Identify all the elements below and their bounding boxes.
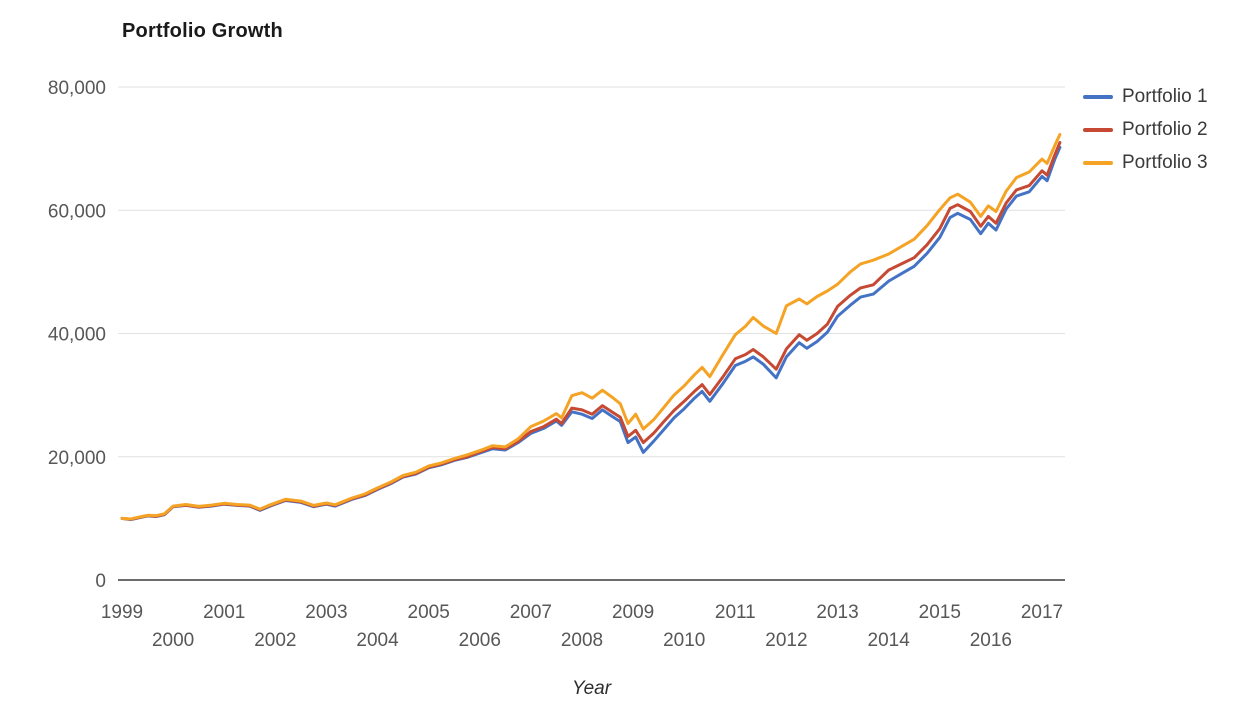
chart-legend: Portfolio 1 Portfolio 2 Portfolio 3 bbox=[1083, 80, 1208, 179]
x-tick-label: 2006 bbox=[459, 630, 501, 651]
legend-line-swatch-portfolio-1 bbox=[1083, 94, 1113, 99]
legend-line-swatch-portfolio-3 bbox=[1083, 160, 1113, 165]
legend-item-portfolio-1[interactable]: Portfolio 1 bbox=[1083, 80, 1208, 113]
x-tick-label: 2009 bbox=[612, 602, 654, 623]
x-axis-label: Year bbox=[571, 678, 612, 699]
x-tick-label: 1999 bbox=[101, 602, 143, 623]
x-tick-label: 2012 bbox=[765, 630, 807, 651]
x-tick-label: 2005 bbox=[408, 602, 450, 623]
x-tick-label: 2000 bbox=[152, 630, 194, 651]
y-tick-label: 0 bbox=[95, 571, 106, 592]
x-tick-label: 2010 bbox=[663, 630, 705, 651]
y-tick-label: 40,000 bbox=[48, 325, 106, 346]
x-tick-label: 2002 bbox=[254, 630, 296, 651]
x-tick-label: 2011 bbox=[715, 602, 756, 623]
y-tick-label: 80,000 bbox=[48, 78, 106, 99]
series-line-portfolio-2[interactable] bbox=[120, 141, 1062, 521]
x-tick-label: 2015 bbox=[919, 602, 961, 623]
legend-label: Portfolio 2 bbox=[1122, 118, 1208, 140]
x-tick-label: 2013 bbox=[816, 602, 858, 623]
x-tick-label: 2017 bbox=[1021, 602, 1063, 623]
x-tick-label: 2008 bbox=[561, 630, 603, 651]
legend-label: Portfolio 3 bbox=[1122, 151, 1208, 173]
x-tick-label: 2014 bbox=[868, 630, 911, 651]
legend-item-portfolio-2[interactable]: Portfolio 2 bbox=[1083, 113, 1208, 146]
y-tick-label: 20,000 bbox=[48, 448, 106, 469]
x-tick-label: 2016 bbox=[970, 630, 1012, 651]
legend-item-portfolio-3[interactable]: Portfolio 3 bbox=[1083, 146, 1208, 179]
chart-title: Portfolio Growth bbox=[122, 20, 283, 42]
x-tick-label: 2001 bbox=[203, 602, 245, 623]
x-tick-label: 2003 bbox=[305, 602, 347, 623]
legend-line-swatch-portfolio-2 bbox=[1083, 127, 1113, 132]
x-tick-label: 2004 bbox=[356, 630, 399, 651]
y-tick-label: 60,000 bbox=[48, 201, 106, 222]
x-tick-label: 2007 bbox=[510, 602, 552, 623]
series-line-portfolio-3[interactable] bbox=[120, 133, 1062, 521]
legend-label: Portfolio 1 bbox=[1122, 85, 1208, 107]
